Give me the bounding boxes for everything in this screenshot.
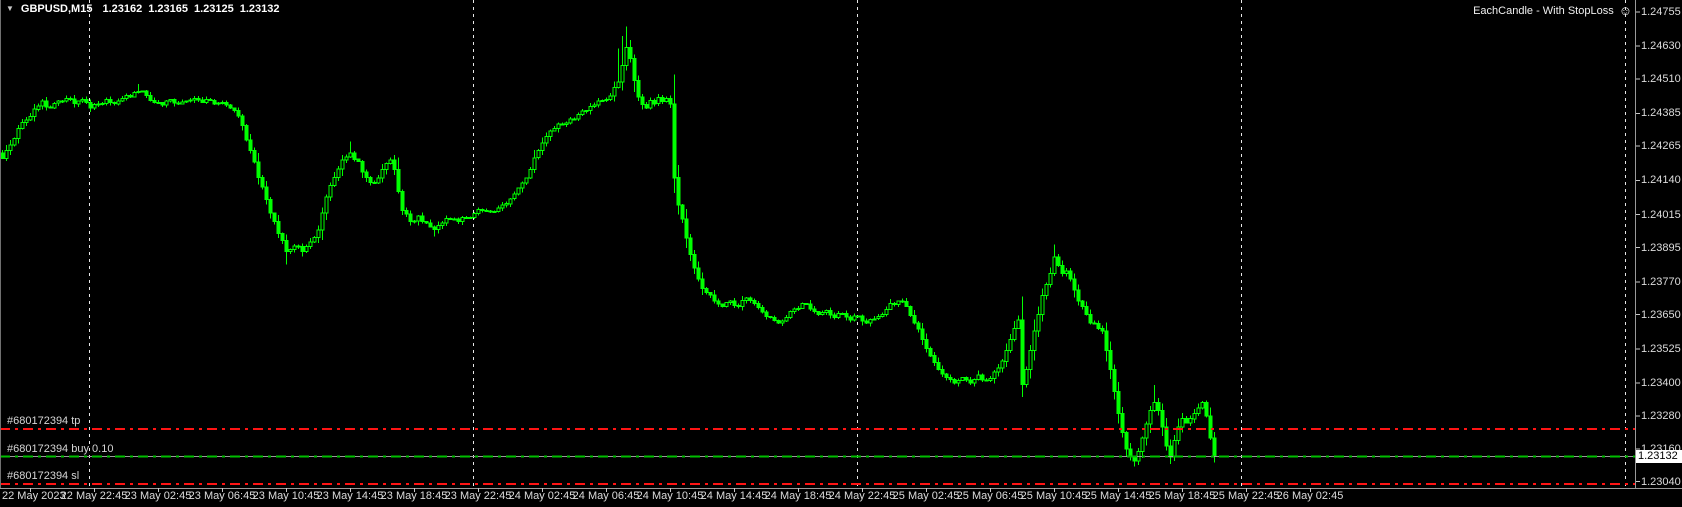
time-tick-label: 25 May 02:45 [892,490,960,502]
time-tick-label: 23 May 10:45 [252,490,320,502]
time-tick-label: 23 May 14:45 [316,490,384,502]
time-tick-label: 25 May 10:45 [1020,490,1088,502]
time-tick-label: 22 May 2023 [2,490,66,502]
high-value: 1.23165 [148,3,188,15]
price-axis[interactable]: 1.24755 1.24630 1.24510 1.24385 1.24265 1.241… [1636,0,1682,488]
price-tick-label: 1.24755 [1641,6,1681,18]
time-tick-label: 23 May 02:45 [124,490,192,502]
time-tick-label: 24 May 18:45 [764,490,832,502]
price-tick-label: 1.24140 [1641,174,1681,186]
price-tick-label: 1.23280 [1641,410,1681,422]
chart-header-readout: ▼ GBPUSD,M15 1.23162 1.23165 1.23125 1.23132 [6,3,286,17]
time-tick-label: 25 May 14:45 [1084,490,1152,502]
ea-name-text: EachCandle - With StopLoss [1473,5,1614,17]
time-tick-label: 24 May 10:45 [636,490,704,502]
time-tick-label: 24 May 14:45 [700,490,768,502]
price-tick-label: 1.23650 [1641,309,1681,321]
time-tick-label: 23 May 22:45 [444,490,512,502]
ea-smiley-icon[interactable]: ☺ [1618,3,1632,18]
price-tick-label: 1.24265 [1641,140,1681,152]
price-tick-label: 1.24510 [1641,73,1681,85]
time-tick-label: 23 May 06:45 [188,490,256,502]
price-tick-label: 1.24015 [1641,209,1681,221]
price-tick-label: 1.23040 [1641,476,1681,488]
open-value: 1.23162 [102,3,143,15]
time-tick-label: 24 May 02:45 [508,490,576,502]
ea-name-label: EachCandle - With StopLoss ☺ [1473,3,1632,18]
price-tick-label: 1.23770 [1641,276,1681,288]
entry-line-label[interactable]: #680172394 buy 0.10 [7,443,114,455]
chart-menu-dropdown-icon[interactable]: ▼ [6,4,14,13]
price-tick-label: 1.23400 [1641,377,1681,389]
price-tick-label: 1.24385 [1641,107,1681,119]
sl-line-label[interactable]: #680172394 sl [7,470,80,482]
time-tick-label: 25 May 06:45 [956,490,1024,502]
time-tick-label: 24 May 22:45 [828,490,896,502]
time-tick-label: 22 May 22:45 [60,490,128,502]
time-tick-label: 25 May 22:45 [1212,490,1280,502]
low-value: 1.23125 [193,3,234,15]
price-tick-label: 1.24630 [1641,40,1681,52]
time-tick-label: 23 May 18:45 [380,490,448,502]
time-tick-label: 26 May 02:45 [1276,490,1344,502]
tp-line-label[interactable]: #680172394 tp [7,415,81,427]
time-tick-label: 24 May 06:45 [572,490,640,502]
current-price-box: 1.23132 [1636,450,1682,463]
close-value: 1.23132 [239,3,280,15]
time-axis[interactable]: 22 May 2023 22 May 22:45 23 May 02:45 23 Ma… [0,489,1682,507]
price-tick-label: 1.23525 [1641,343,1681,355]
time-tick-label: 25 May 18:45 [1148,490,1216,502]
price-tick-label: 1.23895 [1641,242,1681,254]
symbol-period-label: GBPUSD,M15 [20,3,93,15]
